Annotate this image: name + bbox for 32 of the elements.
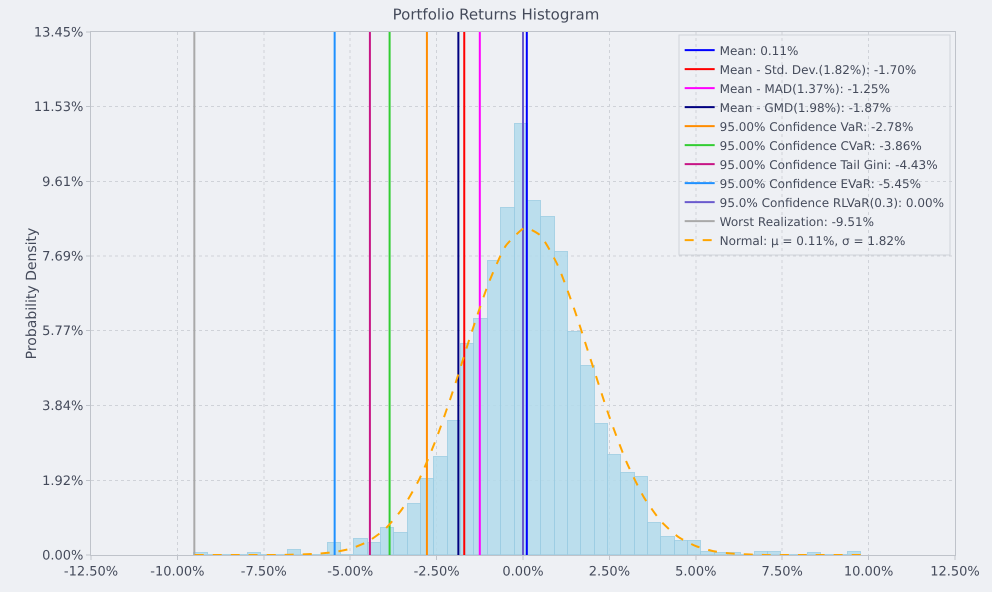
legend-label: 95.00% Confidence EVaR: -5.45%: [720, 176, 922, 191]
y-tick-label: 11.53%: [34, 100, 84, 116]
x-tick-label: 10.00%: [844, 564, 894, 580]
x-tick-label: -2.50%: [414, 564, 460, 580]
x-tick-label: -10.00%: [150, 564, 205, 580]
legend-label: Normal: μ = 0.11%, σ = 1.82%: [720, 234, 906, 248]
legend-label: Mean - GMD(1.98%): -1.87%: [720, 100, 892, 115]
x-tick-label: -7.50%: [240, 564, 287, 580]
legend-label: Worst Realization: -9.51%: [720, 214, 874, 229]
legend-label: Mean - Std. Dev.(1.82%): -1.70%: [720, 62, 916, 77]
x-tick-label: 12.50%: [930, 564, 980, 580]
x-tick-label: 5.00%: [675, 564, 716, 580]
legend-label: 95.00% Confidence VaR: -2.78%: [720, 120, 914, 134]
x-tick-label: 2.50%: [588, 564, 630, 580]
y-tick-label: 0.00%: [42, 548, 84, 564]
y-tick-label: 9.61%: [42, 174, 84, 190]
y-tick-label: 7.69%: [42, 250, 84, 265]
legend-label: 95.00% Confidence CVaR: -3.86%: [720, 138, 922, 153]
legend-label: 95.00% Confidence Tail Gini: -4.43%: [720, 158, 938, 172]
y-axis-title: Probability Density: [24, 228, 40, 360]
x-tick-label: 7.50%: [762, 564, 803, 580]
chart-title: Portfolio Returns Histogram: [392, 5, 600, 24]
legend-label: 95.0% Confidence RLVaR(0.3): 0.00%: [720, 196, 944, 210]
legend-label: Mean: 0.11%: [720, 44, 798, 58]
y-tick-label: 3.84%: [42, 399, 84, 414]
y-tick-label: 13.45%: [34, 26, 84, 41]
y-tick-label: 1.92%: [42, 474, 84, 489]
legend-label: Mean - MAD(1.37%): -1.25%: [720, 82, 890, 96]
x-tick-label: 0.00%: [502, 564, 544, 580]
x-tick-label: -12.50%: [64, 564, 118, 580]
x-tick-label: -5.00%: [327, 564, 374, 580]
y-tick-label: 5.77%: [42, 324, 84, 340]
